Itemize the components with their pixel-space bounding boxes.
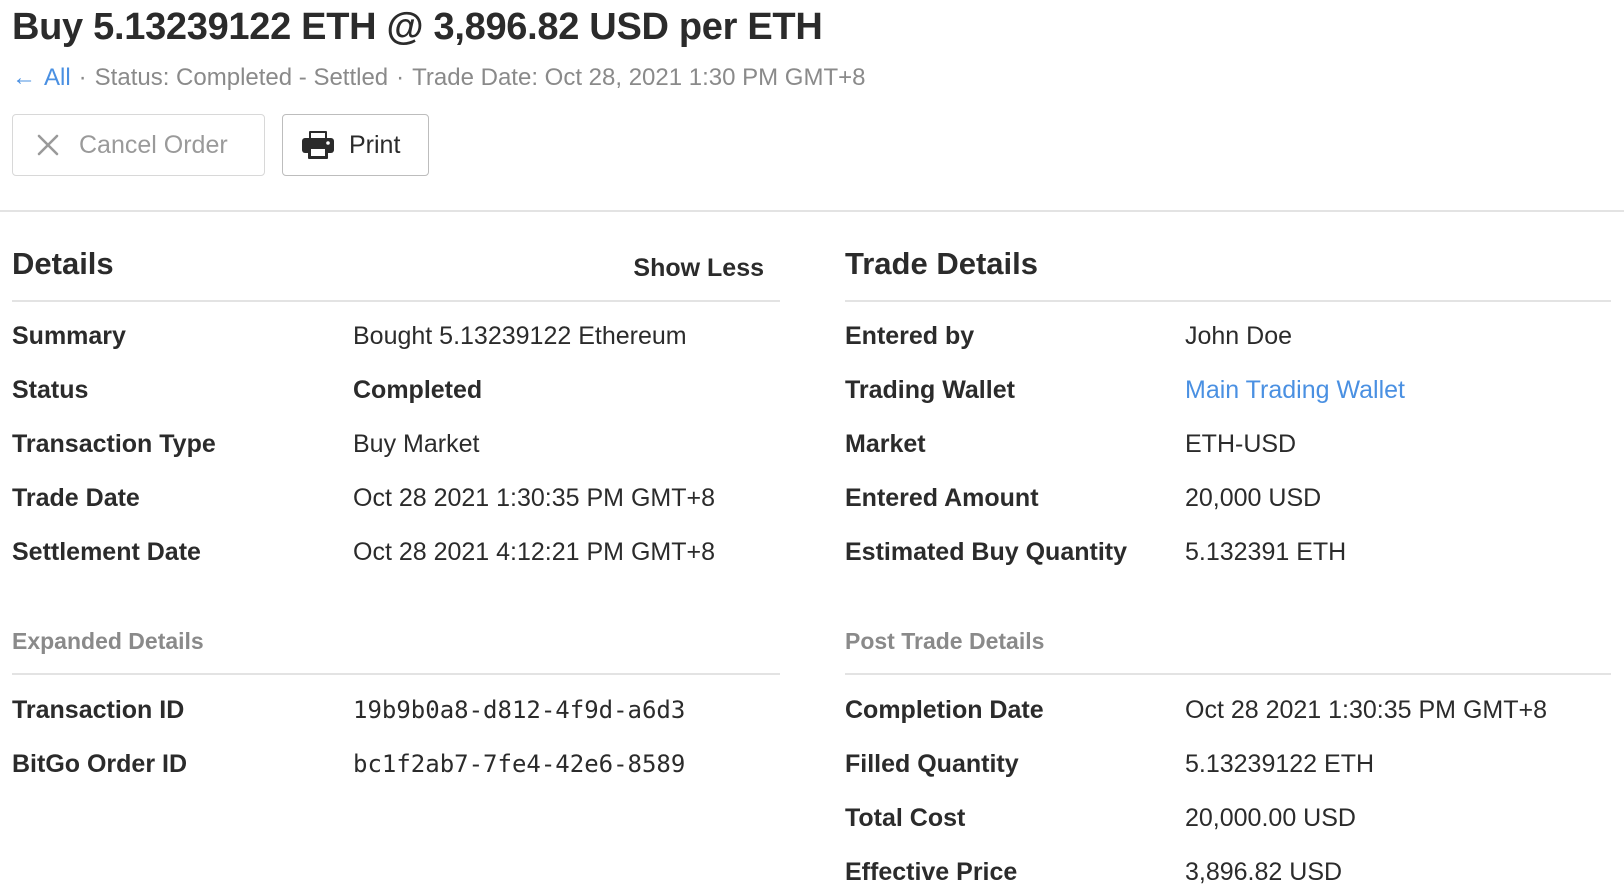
trading-wallet-link[interactable]: Main Trading Wallet bbox=[1185, 376, 1405, 404]
detail-label: Trading Wallet bbox=[845, 376, 1015, 404]
detail-value: 5.13239122 ETH bbox=[1185, 750, 1375, 778]
separator-dot: · bbox=[78, 64, 87, 91]
detail-value: Oct 28 2021 1:30:35 PM GMT+8 bbox=[1185, 696, 1547, 724]
detail-label: Effective Price bbox=[845, 858, 1018, 886]
detail-label: Completion Date bbox=[845, 696, 1044, 724]
detail-value: 20,000.00 USD bbox=[1185, 804, 1356, 832]
transaction-id-value: 19b9b0a8-d812-4f9d-a6d3 bbox=[353, 696, 686, 724]
detail-label: Settlement Date bbox=[12, 538, 201, 566]
detail-value: 3,896.82 USD bbox=[1185, 858, 1343, 886]
show-less-button[interactable]: Show Less bbox=[633, 254, 764, 282]
order-id-value: bc1f2ab7-7fe4-42e6-8589 bbox=[353, 750, 686, 778]
cancel-order-button[interactable]: Cancel Order bbox=[12, 114, 265, 176]
status-text: Status: Completed - Settled bbox=[94, 64, 389, 91]
detail-value: John Doe bbox=[1185, 322, 1293, 350]
detail-label: Entered by bbox=[845, 322, 975, 350]
expanded-details-heading: Expanded Details bbox=[12, 628, 204, 654]
arrow-left-icon: ← bbox=[12, 64, 36, 91]
detail-value: Buy Market bbox=[353, 430, 480, 458]
detail-label: Status bbox=[12, 376, 89, 404]
detail-label: Total Cost bbox=[845, 804, 966, 832]
print-button[interactable]: Print bbox=[282, 114, 429, 176]
detail-label: Filled Quantity bbox=[845, 750, 1019, 778]
print-label: Print bbox=[349, 130, 401, 159]
detail-label: Estimated Buy Quantity bbox=[845, 538, 1127, 566]
trade-date-text: Trade Date: Oct 28, 2021 1:30 PM GMT+8 bbox=[412, 64, 866, 91]
detail-label: Transaction ID bbox=[12, 696, 185, 724]
details-divider bbox=[12, 300, 780, 302]
detail-label: Entered Amount bbox=[845, 484, 1039, 512]
trade-details-heading: Trade Details bbox=[845, 246, 1038, 281]
detail-label: Market bbox=[845, 430, 926, 458]
expanded-details-divider bbox=[12, 673, 780, 675]
detail-label: Summary bbox=[12, 322, 126, 350]
detail-value: 5.132391 ETH bbox=[1185, 538, 1347, 566]
detail-label: Trade Date bbox=[12, 484, 140, 512]
post-trade-details-divider bbox=[845, 673, 1611, 675]
header-divider bbox=[0, 210, 1624, 212]
detail-value: Oct 28 2021 1:30:35 PM GMT+8 bbox=[353, 484, 715, 512]
printer-icon bbox=[302, 131, 334, 159]
detail-label: Transaction Type bbox=[12, 430, 216, 458]
detail-value: ETH-USD bbox=[1185, 430, 1297, 458]
back-link[interactable]: ← All bbox=[12, 64, 71, 91]
status-value: Completed bbox=[353, 376, 483, 404]
detail-label: BitGo Order ID bbox=[12, 750, 188, 778]
details-heading: Details bbox=[12, 246, 114, 281]
separator-dot: · bbox=[396, 64, 405, 91]
detail-value: 20,000 USD bbox=[1185, 484, 1322, 512]
cancel-order-label: Cancel Order bbox=[79, 130, 228, 159]
post-trade-details-heading: Post Trade Details bbox=[845, 628, 1045, 654]
breadcrumb: ← All · Status: Completed - Settled · Trade D… bbox=[12, 64, 865, 92]
detail-value: Bought 5.13239122 Ethereum bbox=[353, 322, 687, 350]
page-title: Buy 5.13239122 ETH @ 3,896.82 USD per ET… bbox=[12, 6, 823, 48]
back-link-label: All bbox=[44, 64, 71, 91]
close-icon bbox=[37, 134, 59, 156]
detail-value: Oct 28 2021 4:12:21 PM GMT+8 bbox=[353, 538, 715, 566]
trade-details-divider bbox=[845, 300, 1611, 302]
